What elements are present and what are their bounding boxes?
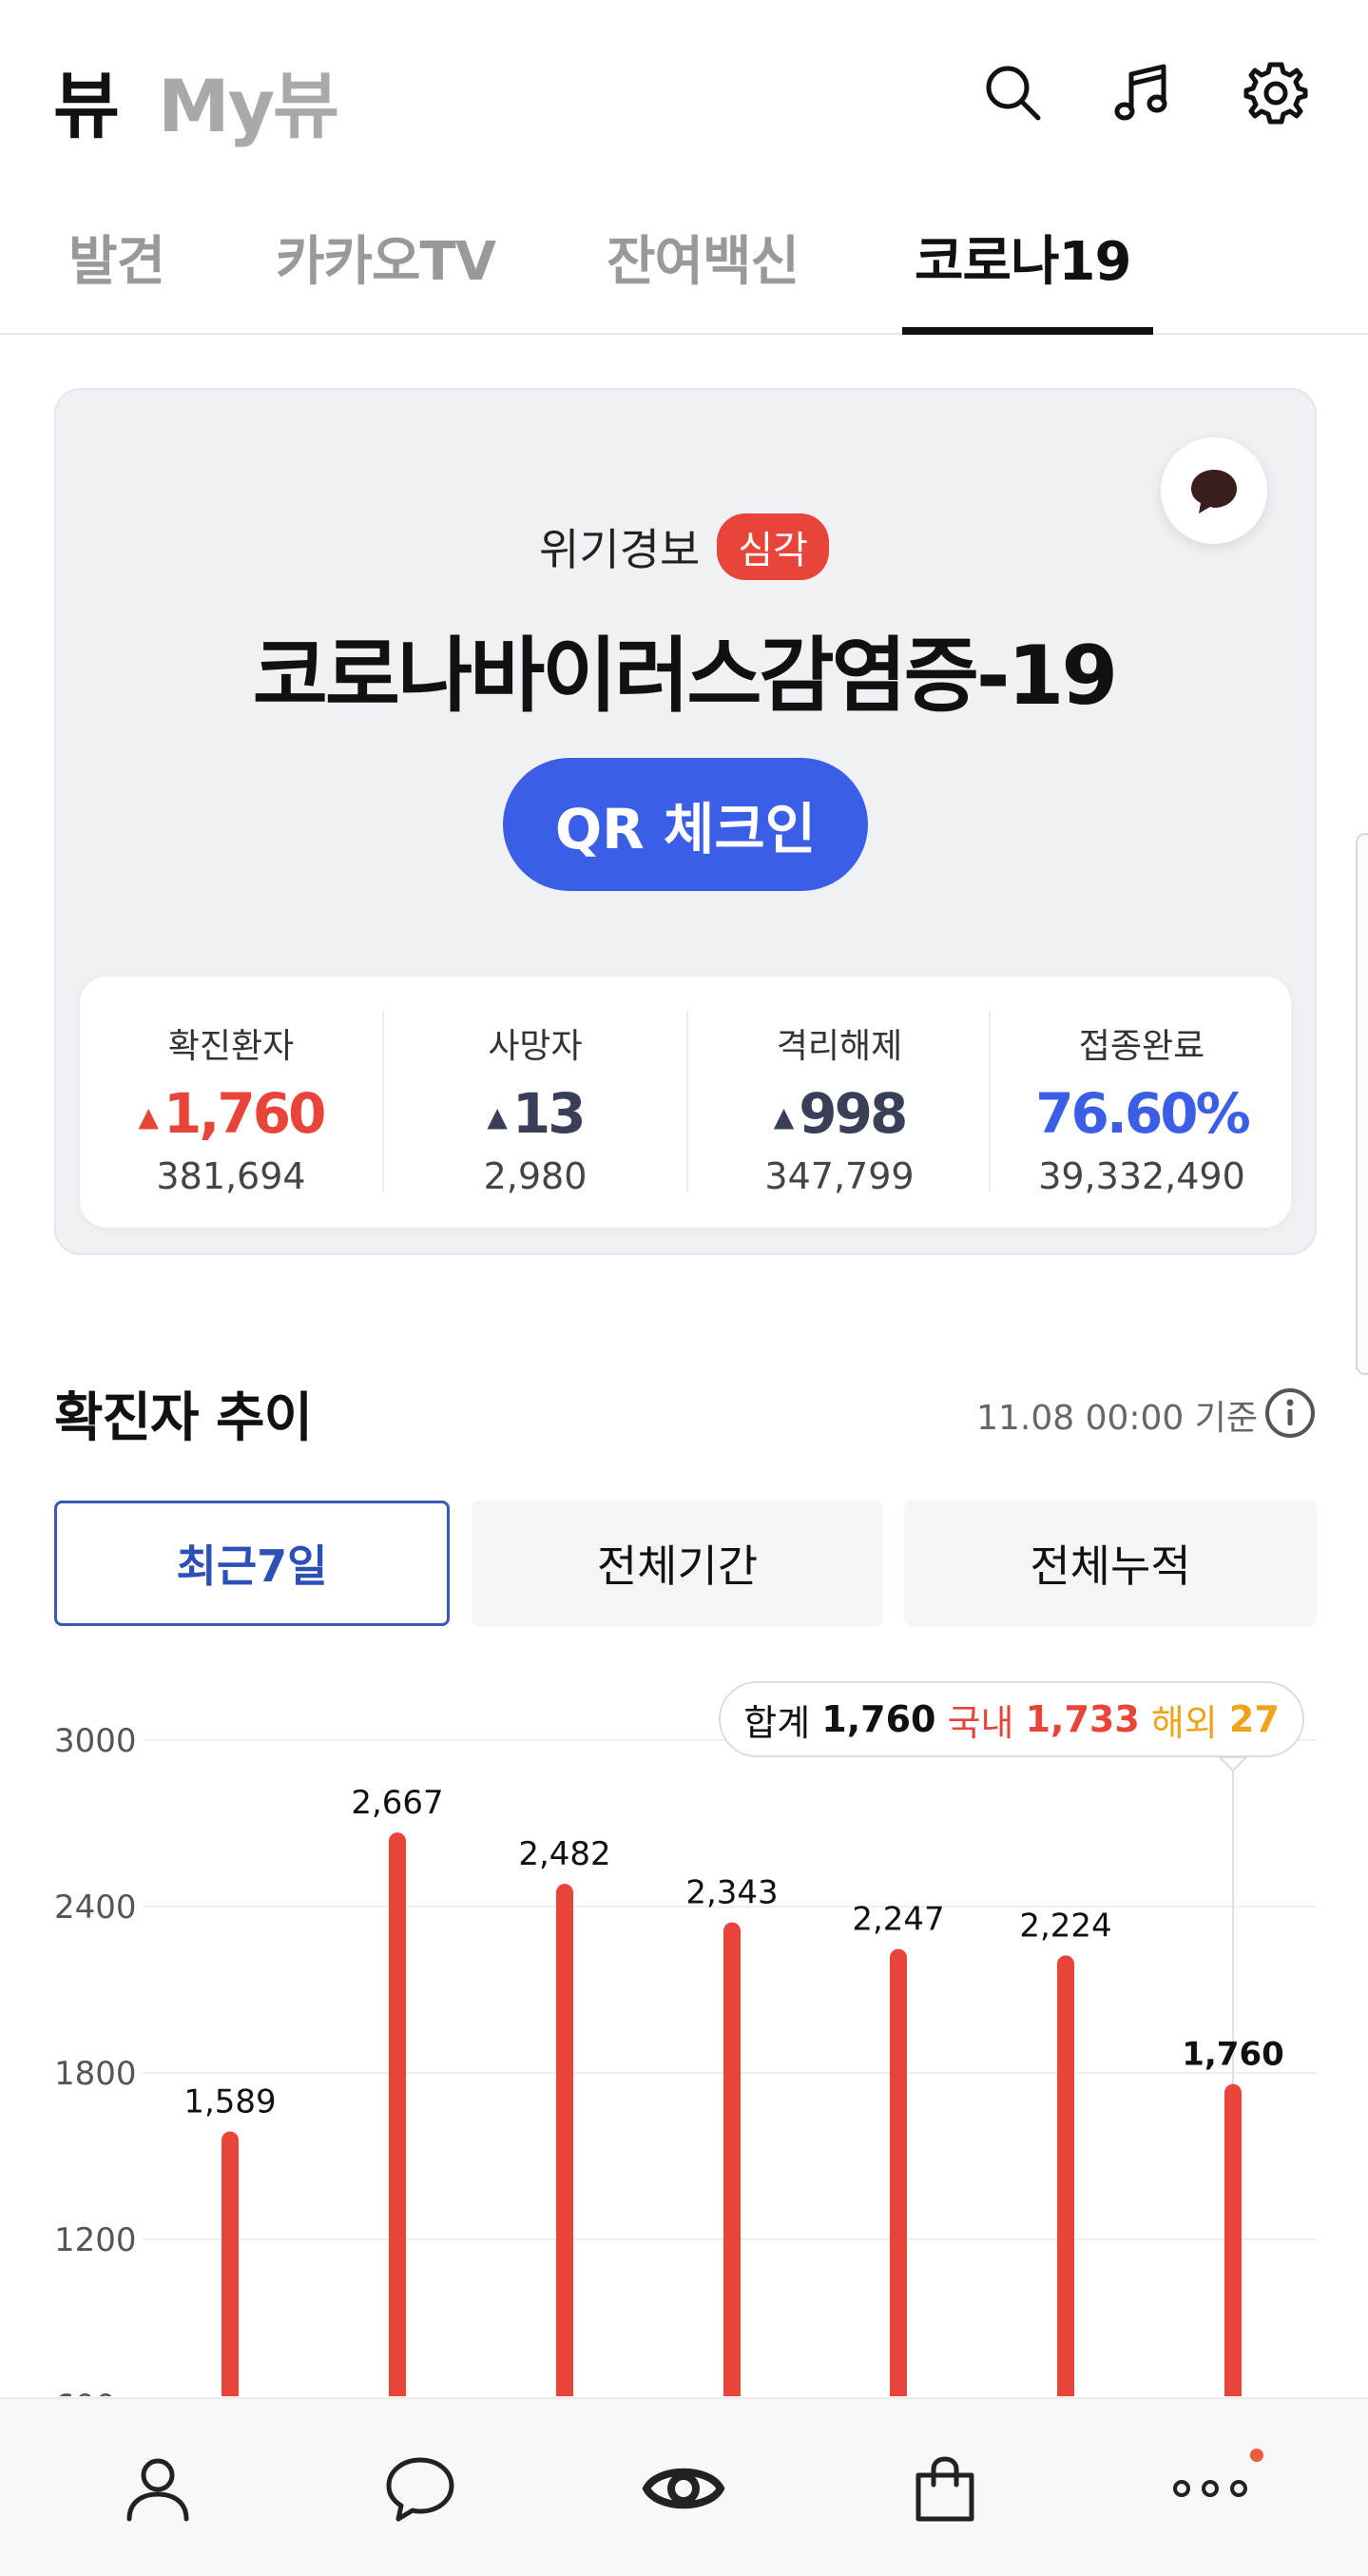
segment-last-7-days[interactable]: 최근7일 (54, 1501, 450, 1626)
stat-released[interactable]: 격리해제 ▲ 998 347,799 (688, 977, 991, 1228)
disease-title: 코로나바이러스감염증-19 (252, 629, 1119, 724)
person-icon[interactable] (110, 2441, 205, 2536)
stat-label: 접종완료 (1078, 1027, 1205, 1066)
tab-leftover-vaccine[interactable]: 잔여백신 (607, 231, 800, 293)
section-title: 확진자 추이 (54, 1387, 313, 1449)
gear-icon[interactable] (1242, 59, 1310, 127)
bar-value-label: 2,667 (351, 1784, 443, 1822)
chat-bubble-icon[interactable] (373, 2441, 468, 2536)
stat-daily-value: ▲ 1,760 (138, 1081, 326, 1146)
tooltip-domestic-label: 국내 (947, 1701, 1014, 1744)
up-triangle-icon: ▲ (138, 1101, 158, 1133)
qr-checkin-button[interactable]: QR 체크인 (503, 758, 868, 891)
chart-bar (1057, 1955, 1074, 2396)
stat-divider (989, 1011, 991, 1191)
scroll-handle[interactable] (1356, 833, 1368, 1375)
stat-deaths[interactable]: 사망자 ▲ 13 2,980 (384, 977, 686, 1228)
bar-value-label: 2,247 (852, 1901, 944, 1939)
stats-panel: 확진환자 ▲ 1,760 381,694 사망자 ▲ 13 2,980 격리해제 ▲… (80, 977, 1291, 1228)
y-tick-label: 1800 (54, 2055, 137, 2093)
bottom-nav-bar (0, 2397, 1368, 2576)
view-logo[interactable]: 뷰 (53, 64, 120, 148)
tab-discover[interactable]: 발견 (68, 231, 165, 293)
bar-value-label: 2,224 (1019, 1907, 1111, 1945)
bar-value-label: 2,482 (518, 1835, 610, 1873)
y-tick-label: 3000 (54, 1722, 137, 1760)
confirmed-trend-chart: 3000 2400 1800 1200 600 1,589 2,667 2,482 2,343 2… (0, 1674, 1368, 2396)
top-tab-bar: 발견 카카오TV 잔여백신 코로나19 (0, 190, 1368, 335)
tooltip-overseas-label: 해외 (1150, 1701, 1218, 1744)
as-of-timestamp: 11.08 00:00 기준 (976, 1399, 1258, 1438)
active-tab-indicator (902, 327, 1153, 335)
stat-divider (686, 1011, 688, 1191)
alert-level-badge: 심각 (717, 513, 829, 580)
y-tick-label: 1200 (54, 2221, 137, 2259)
up-triangle-icon: ▲ (487, 1101, 507, 1133)
info-icon[interactable] (1263, 1386, 1317, 1440)
y-tick-label: 600 (54, 2388, 116, 2396)
chart-bar (890, 1948, 907, 2396)
stat-total-value: 381,694 (156, 1155, 306, 1197)
alert-label: 위기경보 (539, 524, 701, 575)
bar-value-label: 2,343 (685, 1874, 778, 1912)
chart-bar (556, 1884, 573, 2396)
tooltip-domestic-value: 1,733 (1025, 1698, 1140, 1740)
chart-bar (389, 1832, 406, 2396)
chart-bar (1224, 2083, 1242, 2396)
chat-button[interactable] (1161, 437, 1267, 544)
tooltip-overseas-value: 27 (1228, 1698, 1280, 1740)
stat-label: 사망자 (488, 1027, 583, 1066)
stat-vaccinated[interactable]: 접종완료 76.60% 39,332,490 (991, 977, 1293, 1228)
app-header: 뷰 My뷰 (0, 0, 1368, 190)
stat-daily-value: ▲ 13 (487, 1081, 586, 1146)
stat-confirmed[interactable]: 확진환자 ▲ 1,760 381,694 (80, 977, 382, 1228)
my-view-tab[interactable]: My뷰 (158, 64, 339, 148)
alert-level-row: 위기경보 심각 (0, 513, 1368, 580)
chart-bar (222, 2131, 239, 2396)
chat-bubble-icon (1191, 470, 1237, 513)
segment-all-period[interactable]: 전체기간 (472, 1501, 883, 1626)
search-icon[interactable] (979, 59, 1048, 127)
bar-value-label: 1,589 (183, 2083, 276, 2121)
stat-daily-value: ▲ 998 (773, 1081, 909, 1146)
shopping-bag-icon[interactable] (897, 2441, 992, 2536)
up-triangle-icon: ▲ (773, 1101, 794, 1133)
chart-bar (723, 1922, 741, 2396)
stat-total-value: 347,799 (764, 1155, 915, 1197)
tooltip-total-value: 1,760 (821, 1698, 936, 1740)
bar-value-label: 1,760 (1182, 2036, 1284, 2074)
tab-covid19[interactable]: 코로나19 (915, 231, 1131, 293)
stat-divider (382, 1011, 384, 1191)
stat-total-value: 39,332,490 (1038, 1155, 1245, 1197)
notification-dot (1250, 2449, 1263, 2462)
tooltip-pointer (1217, 1756, 1249, 1772)
stat-label: 격리해제 (776, 1027, 903, 1066)
view-eye-icon[interactable] (636, 2441, 731, 2536)
stat-label: 확진환자 (167, 1027, 295, 1066)
y-tick-label: 2400 (54, 1888, 137, 1927)
chart-tooltip: 합계 1,760 국내 1,733 해외 27 (719, 1681, 1304, 1757)
more-dots-icon[interactable] (1163, 2441, 1258, 2536)
tab-kakaotv[interactable]: 카카오TV (276, 231, 496, 293)
tooltip-total-label: 합계 (743, 1701, 811, 1744)
stat-total-value: 2,980 (483, 1155, 588, 1197)
bar-chart-svg: 3000 2400 1800 1200 600 1,589 2,667 2,482 2,343 2… (54, 1722, 1317, 2396)
stat-rate-value: 76.60% (1035, 1081, 1251, 1146)
segment-cumulative[interactable]: 전체누적 (904, 1501, 1317, 1626)
music-note-icon[interactable] (1108, 59, 1177, 127)
